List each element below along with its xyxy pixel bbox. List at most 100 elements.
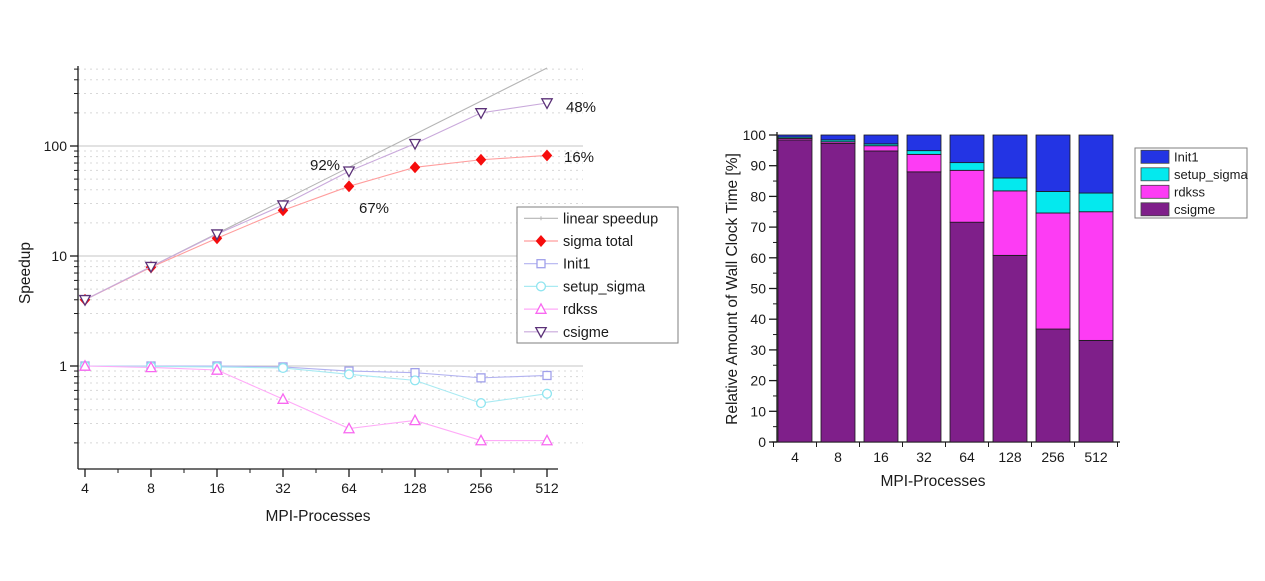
speedup-line-chart: 1 10 100 4 8 16 32 64 128 256 512 92% 67% 48% 16% linea… (17, 66, 679, 525)
y-tick-label: 70 (750, 219, 766, 235)
bar-segment-csigme (777, 139, 813, 443)
wall-clock-y-axis-label: Relative Amount of Wall Clock Time [%] (724, 153, 741, 425)
bar-segment-rdkss (949, 169, 985, 223)
y-tick-label: 30 (750, 342, 766, 358)
y-tick-label: 10 (750, 403, 766, 419)
bar-segment-csigme (820, 142, 856, 443)
data-point-marker (408, 138, 422, 151)
data-point-marker (475, 398, 487, 409)
y-tick-label: 90 (750, 158, 766, 174)
bar-256 (1035, 134, 1071, 443)
bar-segment-setup-sigma (906, 150, 942, 155)
data-point-marker (540, 98, 554, 110)
annotation-16pct: 16% (564, 149, 594, 166)
legend-label: Init1 (1174, 149, 1199, 164)
wall-clock-stacked-bar-chart: 0 10 20 30 40 50 60 70 80 90 100 4 8 16 32 64 128 256 512 I… (724, 127, 1249, 490)
bar-segment-setup-sigma (992, 177, 1028, 192)
data-point-marker (474, 433, 488, 446)
data-point-marker (343, 369, 355, 380)
y-tick-label: 100 (44, 138, 68, 154)
bar-segment-rdkss (992, 190, 1028, 256)
bar-segment-init1 (906, 134, 942, 152)
data-point-marker (78, 294, 92, 307)
data-point-marker (409, 161, 421, 174)
wall-clock-plot-area: 0 10 20 30 40 50 60 70 80 90 100 4 8 16 32 64 128 256 512 I… (743, 127, 1249, 465)
legend-label: csigme (563, 325, 609, 341)
bar-32 (906, 134, 942, 443)
bar-segment-setup-sigma (1035, 191, 1071, 214)
legend-label: csigme (1174, 202, 1215, 217)
y-tick-label: 20 (750, 373, 766, 389)
data-point-marker (542, 370, 552, 381)
legend-item-csigme: csigme (1140, 202, 1215, 217)
x-tick-label: 8 (834, 449, 842, 465)
legend-item-init1: Init1 (524, 257, 590, 273)
bar-segment-csigme (1035, 328, 1071, 443)
data-point-marker (541, 388, 553, 399)
data-point-marker (408, 413, 422, 426)
data-point-marker (409, 375, 421, 386)
data-point-marker (277, 362, 289, 374)
legend-label: sigma total (563, 234, 633, 250)
bar-16 (863, 134, 899, 443)
legend-label: setup_sigma (563, 279, 646, 295)
bar-segment-init1 (820, 134, 856, 141)
legend-item-init1: Init1 (1140, 149, 1199, 164)
legend-label: setup_sigma (1174, 167, 1248, 182)
speedup-gridlines (78, 68, 583, 444)
x-tick-label: 16 (209, 480, 225, 496)
bar-segment-csigme (1078, 339, 1114, 443)
legend-label: rdkss (1174, 184, 1206, 199)
bar-segment-setup-sigma (949, 162, 985, 171)
bar-64 (949, 134, 985, 443)
speedup-x-axis-label: MPI-Processes (265, 508, 370, 525)
speedup-y-axis-label: Speedup (17, 242, 34, 304)
legend-swatch (1140, 149, 1170, 164)
legend-label: Init1 (563, 257, 590, 273)
x-tick-label: 512 (1084, 449, 1108, 465)
legend-item-setup-sigma: setup_sigma (524, 279, 646, 295)
series-line (85, 365, 548, 379)
data-point-marker (342, 166, 356, 178)
x-tick-label: 4 (791, 449, 799, 465)
legend-swatch (1140, 202, 1170, 217)
bar-segment-rdkss (906, 153, 942, 173)
series-rdkss (78, 359, 554, 446)
x-tick-label: 128 (998, 449, 1022, 465)
wall-clock-x-axis-label: MPI-Processes (880, 473, 985, 490)
series-line (84, 365, 547, 442)
bar-segment-csigme (863, 150, 899, 443)
data-point-marker (276, 200, 290, 212)
data-point-marker (476, 373, 486, 383)
x-tick-label: 32 (275, 480, 291, 496)
data-point-marker (535, 281, 547, 292)
x-tick-label: 64 (341, 480, 357, 496)
legend-box (516, 206, 679, 344)
data-point-marker (534, 326, 548, 339)
x-tick-label: 512 (535, 480, 559, 496)
y-tick-label: 50 (750, 281, 766, 297)
data-point-marker (144, 261, 158, 274)
data-point-marker (78, 359, 92, 371)
y-tick-label: 0 (758, 434, 766, 450)
series-line (84, 102, 548, 301)
x-tick-label: 256 (1041, 449, 1065, 465)
legend-item-rdkss: rdkss (1140, 184, 1206, 199)
bar-segment-csigme (949, 221, 985, 443)
series-line (84, 365, 548, 404)
bar-segment-rdkss (1078, 211, 1114, 341)
data-point-marker (541, 149, 553, 162)
bar-segment-init1 (992, 134, 1028, 179)
bar-segment-rdkss (1035, 212, 1071, 330)
speedup-plot-area: 1 10 100 4 8 16 32 64 128 256 512 92% 67% 48% 16% linea… (44, 66, 679, 496)
legend-label: rdkss (563, 302, 598, 318)
bar-segment-init1 (949, 134, 985, 164)
bar-segment-init1 (1078, 134, 1114, 194)
series-csigme (78, 98, 554, 307)
data-point-marker (534, 302, 548, 314)
y-tick-label: 100 (743, 127, 767, 143)
x-tick-label: 4 (81, 480, 89, 496)
legend-item-csigme: csigme (524, 325, 609, 341)
bar-segment-setup-sigma (1078, 192, 1114, 213)
bar-8 (820, 134, 856, 443)
